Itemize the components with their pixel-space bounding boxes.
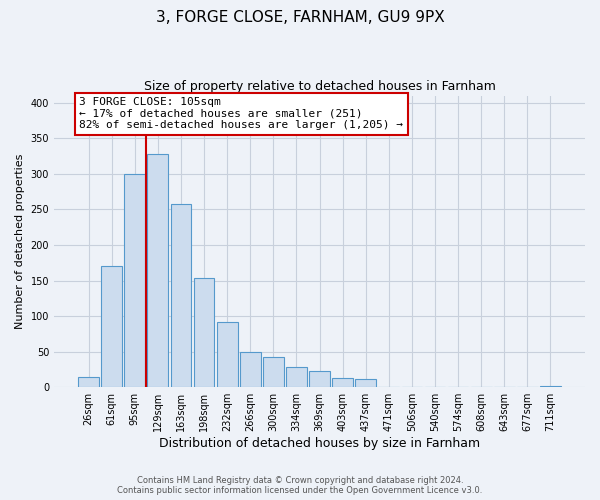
X-axis label: Distribution of detached houses by size in Farnham: Distribution of detached houses by size … <box>159 437 480 450</box>
Bar <box>78 376 99 387</box>
Bar <box>332 378 353 387</box>
Text: Contains HM Land Registry data © Crown copyright and database right 2024.
Contai: Contains HM Land Registry data © Crown c… <box>118 476 482 495</box>
Bar <box>263 358 284 387</box>
Bar <box>101 266 122 387</box>
Text: 3 FORGE CLOSE: 105sqm
← 17% of detached houses are smaller (251)
82% of semi-det: 3 FORGE CLOSE: 105sqm ← 17% of detached … <box>79 97 403 130</box>
Bar <box>240 352 260 387</box>
Bar <box>194 278 214 387</box>
Text: 3, FORGE CLOSE, FARNHAM, GU9 9PX: 3, FORGE CLOSE, FARNHAM, GU9 9PX <box>155 10 445 25</box>
Bar <box>148 154 168 387</box>
Bar <box>170 204 191 387</box>
Bar <box>355 380 376 387</box>
Bar <box>124 174 145 387</box>
Title: Size of property relative to detached houses in Farnham: Size of property relative to detached ho… <box>143 80 496 93</box>
Bar <box>540 386 561 387</box>
Bar <box>217 322 238 387</box>
Y-axis label: Number of detached properties: Number of detached properties <box>15 154 25 329</box>
Bar <box>286 366 307 387</box>
Bar <box>309 371 330 387</box>
